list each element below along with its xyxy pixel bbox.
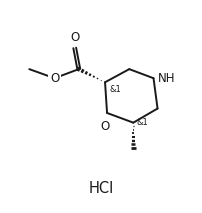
Text: HCl: HCl	[88, 181, 114, 196]
Text: &1: &1	[109, 85, 121, 94]
Text: &1: &1	[137, 118, 149, 127]
Text: O: O	[70, 31, 79, 44]
Text: NH: NH	[158, 72, 175, 85]
Text: O: O	[100, 120, 109, 133]
Text: O: O	[50, 72, 59, 85]
